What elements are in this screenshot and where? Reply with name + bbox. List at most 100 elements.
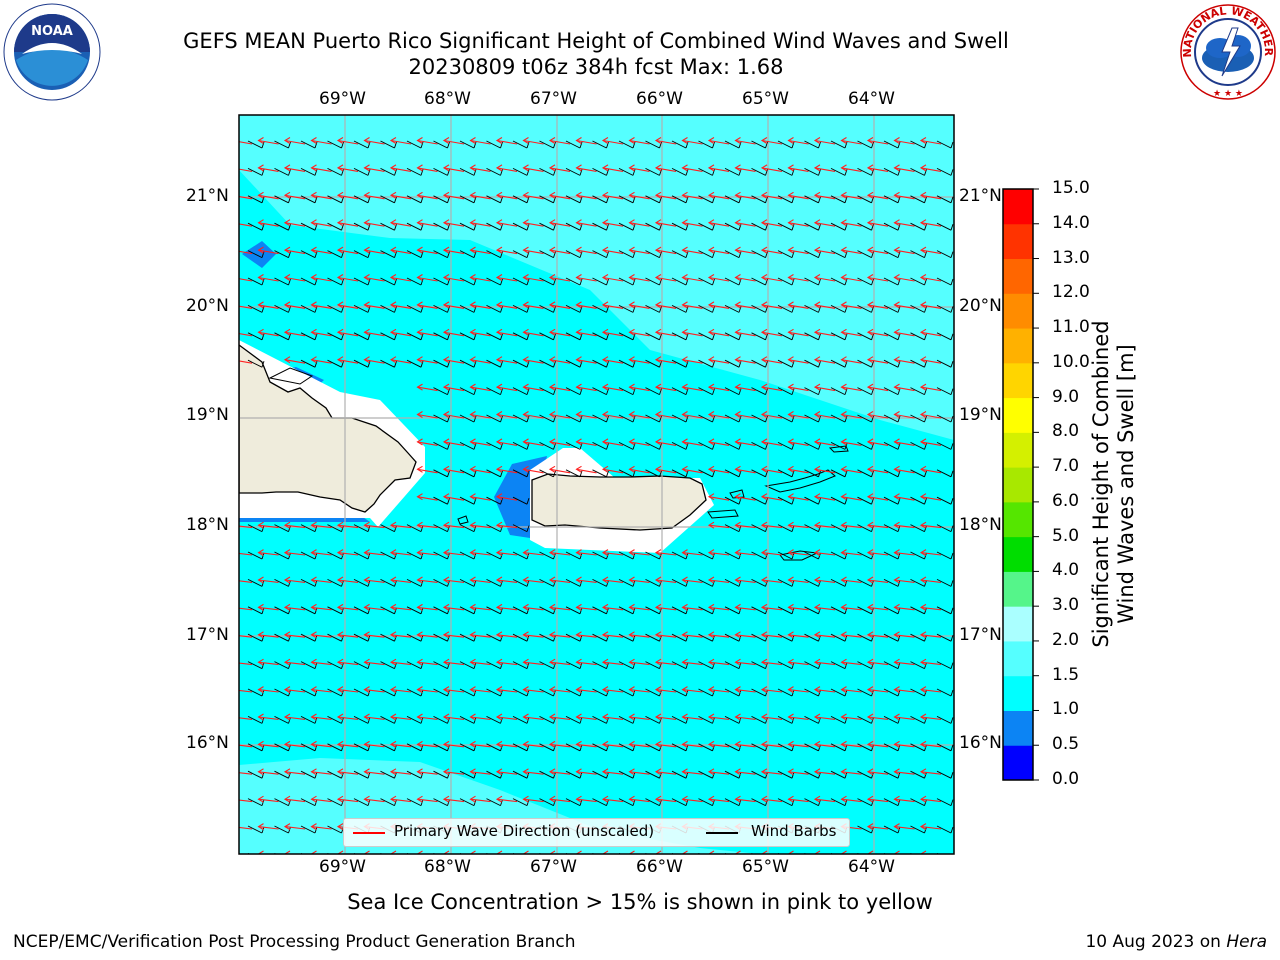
wave-arrow-head	[363, 631, 370, 639]
wave-arrow-head	[416, 274, 423, 281]
wind-barb	[353, 140, 369, 149]
wave-arrow-head	[257, 521, 264, 529]
wind-barb-flag	[473, 717, 477, 724]
wind-barb	[645, 633, 660, 642]
wind-barb	[751, 798, 766, 807]
wind-barb	[804, 661, 819, 670]
wind-barb	[592, 798, 607, 807]
wave-arrow	[390, 331, 412, 337]
wind-barb-flag	[500, 607, 503, 614]
wind-barb-flag	[844, 662, 848, 669]
wave-arrow-head	[866, 521, 874, 529]
wave-arrow	[841, 276, 862, 282]
wind-barb	[592, 250, 607, 259]
wind-barb-flag	[447, 525, 450, 532]
wave-arrow-head	[628, 740, 635, 748]
wave-arrow-head	[363, 658, 370, 666]
wave-arrow	[814, 331, 836, 337]
wave-arrow-head	[840, 356, 847, 364]
wind-barb	[433, 414, 448, 423]
lat-label-right-18n: 18°N	[959, 515, 1002, 535]
wave-arrow	[920, 222, 942, 227]
wind-barb-flag	[394, 772, 397, 779]
wind-barb	[777, 715, 793, 724]
wind-barb	[433, 222, 448, 231]
wave-arrow	[239, 689, 253, 693]
wave-arrow-head	[416, 465, 423, 473]
wave-arrow	[239, 360, 253, 364]
wind-barb	[698, 222, 713, 231]
wind-barb	[830, 496, 846, 505]
wind-barb-flag	[792, 854, 794, 860]
wave-arrow	[761, 249, 783, 255]
wave-arrow-head	[813, 383, 821, 391]
wave-arrow-head	[866, 274, 874, 281]
wave-arrow	[655, 139, 677, 145]
wind-barb-flag	[526, 717, 530, 724]
wave-arrow-head	[601, 686, 609, 694]
wave-arrow	[841, 441, 862, 446]
wave-arrow	[867, 359, 889, 364]
wave-arrow-head	[840, 603, 847, 611]
wind-barb-flag	[685, 689, 689, 697]
wave-arrow-head	[522, 850, 529, 854]
wave-arrow-head	[734, 164, 741, 172]
wind-barb-flag	[950, 278, 954, 286]
wave-arrow-head	[707, 219, 715, 227]
wave-arrow	[284, 222, 306, 227]
wave-arrow	[496, 771, 518, 775]
wind-barb	[777, 304, 793, 313]
wave-arrow	[470, 771, 491, 775]
wave-arrow	[814, 468, 836, 474]
wind-barb-flag	[765, 744, 768, 751]
lon-label-top-68w: 68°W	[424, 89, 471, 109]
wave-arrow	[523, 606, 544, 611]
wind-barb	[380, 222, 395, 231]
wind-barb	[433, 688, 448, 697]
wind-barb	[512, 387, 528, 396]
wind-barb-flag	[314, 717, 318, 724]
wave-arrow-head	[232, 192, 237, 198]
wind-barb	[380, 332, 395, 341]
wind-barb-flag	[606, 744, 609, 751]
wave-arrow	[629, 139, 650, 145]
wind-barb	[777, 688, 793, 697]
wave-arrow-head	[601, 411, 609, 418]
wave-arrow-head	[601, 850, 609, 854]
wave-arrow	[523, 689, 544, 693]
wind-barb	[698, 387, 713, 396]
wind-barb	[592, 551, 607, 560]
wind-barb	[724, 633, 740, 642]
wind-barb	[406, 578, 422, 587]
wave-arrow	[364, 222, 385, 227]
wave-arrow-head	[389, 576, 397, 584]
wave-arrow-head	[442, 219, 450, 227]
wind-barb	[751, 633, 766, 642]
wind-barb	[486, 359, 501, 368]
wave-arrow-head	[760, 795, 768, 803]
wave-arrow-head	[760, 356, 768, 364]
wave-arrow-head	[654, 328, 662, 336]
colorbar-tick-label: 1.5	[1052, 664, 1080, 685]
wave-arrow	[364, 634, 385, 638]
wind-barb	[883, 277, 899, 286]
wind-barb	[433, 469, 448, 478]
wave-arrow-head	[760, 713, 768, 721]
wind-barb	[857, 551, 872, 560]
wave-arrow	[337, 331, 359, 337]
wave-arrow-head	[760, 328, 768, 336]
wave-arrow-head	[787, 740, 794, 748]
wind-barb	[274, 524, 289, 533]
wind-barb	[804, 770, 819, 779]
wave-arrow	[523, 716, 544, 720]
wave-arrow-head	[866, 795, 874, 803]
wave-arrow-head	[283, 137, 291, 144]
wind-barb	[565, 551, 581, 560]
wind-barb	[671, 633, 687, 642]
lat-label-left-16n: 16°N	[186, 733, 229, 753]
wave-arrow-head	[681, 713, 688, 721]
wind-barb-flag	[606, 717, 609, 724]
wave-arrow-head	[893, 356, 900, 364]
wave-arrow-head	[893, 768, 900, 776]
